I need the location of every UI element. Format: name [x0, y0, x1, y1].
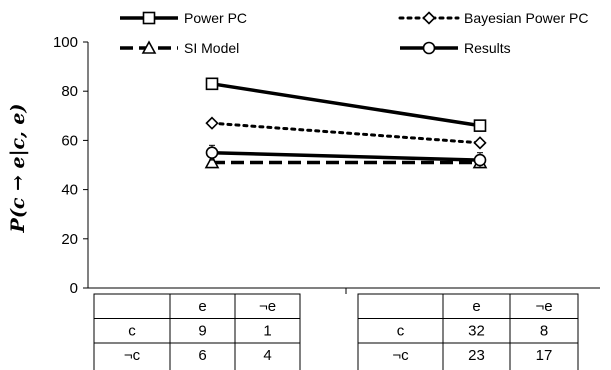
legend-item: Results [400, 40, 511, 56]
y-axis: 0 20 40 60 80 100 [53, 34, 600, 297]
legend-label: SI Model [184, 40, 239, 56]
table-cell: 17 [536, 347, 553, 364]
table-cell: c [128, 323, 136, 340]
data-point [205, 146, 219, 159]
y-tick-label: 60 [61, 132, 78, 149]
table-border [357, 293, 579, 370]
data-point [204, 154, 220, 169]
table-cell: 6 [198, 347, 206, 364]
series-bayesian-power-pc [205, 116, 487, 150]
legend-item: SI Model [120, 40, 239, 56]
legend-item: Power PC [120, 10, 247, 26]
y-tick-label: 0 [70, 280, 78, 297]
table-cell: 1 [263, 323, 271, 340]
legend-marker [141, 40, 157, 54]
legend-marker [142, 11, 156, 25]
legend-marker [422, 11, 436, 25]
y-tick-label: 80 [61, 83, 78, 100]
table-cell: ¬c [392, 347, 409, 364]
table-cell: 32 [468, 323, 485, 340]
data-point [473, 153, 487, 167]
y-tick-label: 40 [61, 182, 78, 199]
table-cell: ¬c [124, 347, 141, 364]
series-line [211, 82, 481, 128]
table-cell: 23 [468, 347, 485, 364]
legend-marker [422, 41, 436, 55]
data-point [205, 116, 219, 130]
series-results [205, 144, 487, 168]
table-cell: 8 [540, 323, 548, 340]
table-cell: 4 [263, 347, 271, 364]
table-cell: ¬e [259, 298, 276, 315]
legend: Power PC Bayesian Power PC SI Model Results [120, 10, 589, 56]
table-cell: c [397, 323, 405, 340]
legend-label: Bayesian Power PC [464, 10, 589, 26]
table-cell: 9 [198, 323, 206, 340]
legend-label: Power PC [184, 10, 247, 26]
series-power-pc [205, 77, 487, 132]
plot-area [204, 77, 488, 169]
table-cell: e [198, 298, 206, 315]
table-border [93, 293, 301, 370]
table-cell: e [472, 298, 480, 315]
y-tick-label: 100 [53, 34, 78, 51]
y-axis-label: P(c → e|c, e) [7, 104, 29, 234]
y-tick-label: 20 [61, 231, 78, 248]
table-cell: ¬e [535, 298, 552, 315]
data-point [473, 119, 487, 132]
series-line [210, 121, 482, 145]
legend-item: Bayesian Power PC [398, 10, 589, 26]
legend-label: Results [464, 40, 511, 56]
contingency-tables: e ¬e c 9 1 ¬c 6 4 e ¬e c 32 8 ¬c 23 17 [93, 293, 579, 370]
contingency-table: e ¬e c 9 1 ¬c 6 4 [93, 293, 301, 370]
data-point [473, 136, 487, 150]
data-point [205, 77, 219, 91]
series-line [211, 150, 481, 162]
contingency-table: e ¬e c 32 8 ¬c 23 17 [357, 293, 579, 370]
